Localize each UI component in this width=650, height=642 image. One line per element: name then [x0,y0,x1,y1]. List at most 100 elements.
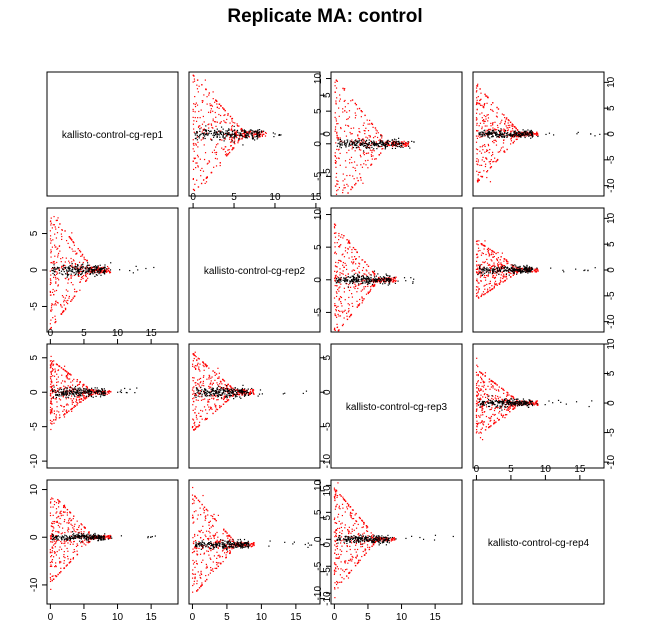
point-red [363,163,365,165]
point-red [57,277,59,280]
point-black [247,388,249,390]
point-red [91,389,93,391]
point-red [375,132,377,134]
point-red [394,278,396,280]
point-black [349,282,351,284]
point-black [234,129,236,131]
point-black [363,278,365,280]
point-red [479,88,481,90]
point-red [346,152,348,154]
point-black [496,266,498,269]
point-red [50,224,52,226]
point-red [214,371,216,374]
point-black [241,129,243,131]
point-red [477,389,480,391]
point-red [342,323,344,325]
point-red [84,391,86,393]
point-red [505,276,508,278]
point-red [339,272,341,274]
point-red [477,271,479,273]
point-red [477,401,479,403]
point-red [250,388,252,391]
point-red [480,414,482,416]
point-black [221,386,223,389]
point-black [242,384,244,386]
point-red [56,232,59,234]
point-black [198,135,200,138]
point-black [63,267,65,269]
point-red [236,137,238,139]
point-red [62,368,64,370]
point-black [70,269,72,272]
point-black [562,269,564,271]
point-red [51,423,53,425]
point-black [213,133,215,135]
point-red [197,146,199,148]
point-red [230,145,232,147]
point-red [476,431,478,433]
point-red [199,421,201,423]
point-red [218,377,220,379]
point-black [520,132,522,135]
point-black [244,394,246,396]
point-black [520,270,522,272]
point-red [51,303,53,305]
point-red [208,406,210,408]
point-black [351,282,354,285]
point-black [258,393,261,395]
point-black [348,142,351,144]
point-red [86,386,89,388]
point-red [55,289,58,292]
point-red [510,131,512,133]
point-black [376,144,378,147]
point-black [97,392,99,395]
point-red [54,233,56,235]
point-red [477,103,479,105]
point-red [477,130,479,132]
point-red [334,130,336,132]
point-red [334,284,336,287]
point-black [233,398,235,400]
point-red [479,397,481,399]
point-black [407,145,410,147]
point-black [80,389,83,391]
point-black [256,135,258,137]
point-black [361,143,363,146]
point-red [487,423,490,425]
point-red [339,277,341,279]
point-black [210,388,212,390]
point-red [370,154,372,156]
point-red [83,256,85,258]
panel-frame [188,343,321,469]
point-red [229,136,231,138]
point-red [476,391,478,394]
point-black [527,272,529,274]
point-red [478,171,480,174]
point-red [55,304,57,306]
point-black [203,129,205,131]
point-red [49,419,52,422]
point-red [60,313,62,315]
panel-label: kallisto-control-cg-rep2 [204,266,306,277]
point-red [476,181,479,183]
point-red [370,163,373,166]
point-red [204,182,206,184]
point-red [510,136,513,138]
point-red [194,424,196,426]
point-red [477,291,479,294]
point-black [137,269,139,271]
point-black [345,277,347,279]
point-red [476,264,478,266]
point-red [488,161,490,163]
point-black [370,276,372,279]
point-red [57,272,59,274]
point-red [200,390,202,392]
point-black [340,140,343,142]
point-red [502,275,504,277]
point-black [513,136,516,138]
point-black [530,267,532,269]
point-red [335,310,337,312]
point-red [491,397,493,400]
point-black [499,134,501,136]
point-red [52,288,54,291]
